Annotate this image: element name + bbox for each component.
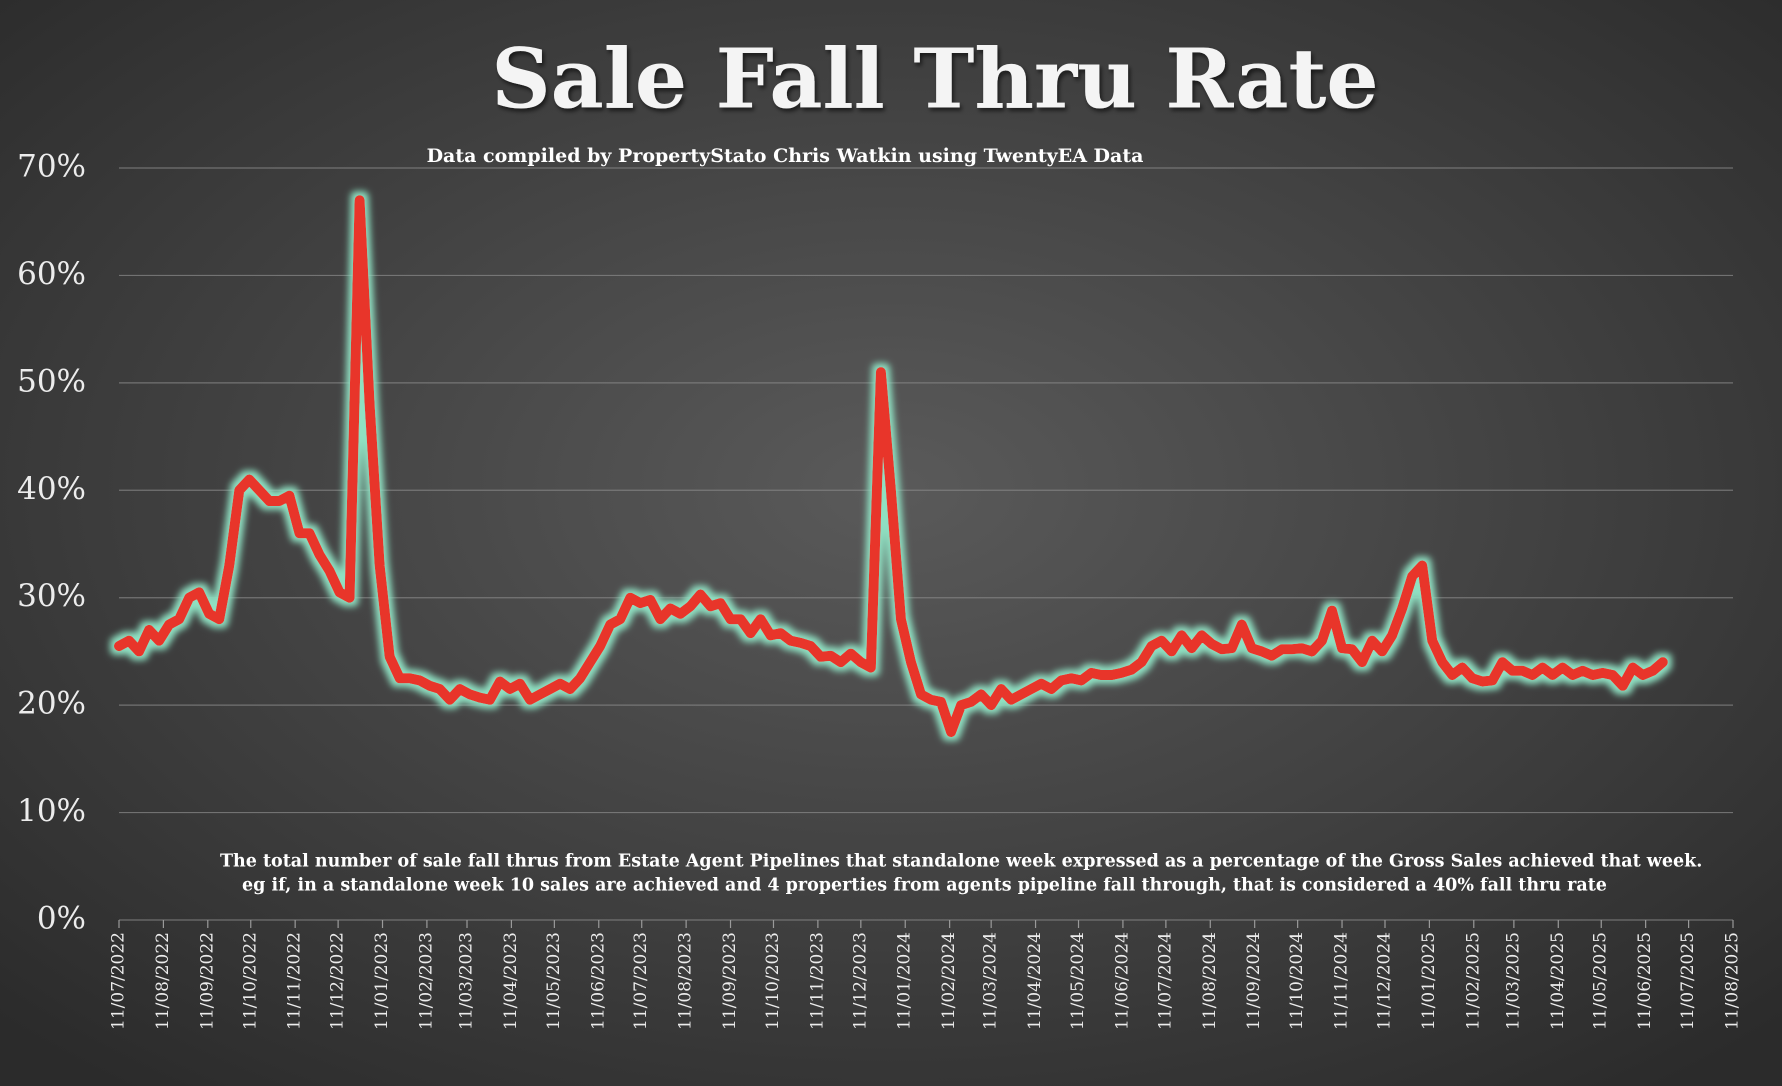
- x-tick-label: 11/01/2024: [895, 932, 915, 1030]
- x-tick-label: 11/02/2025: [1463, 932, 1483, 1030]
- x-tick-label: 11/12/2022: [328, 932, 348, 1030]
- x-tick-label: 11/08/2023: [676, 932, 696, 1030]
- x-tick-label: 11/12/2024: [1374, 932, 1394, 1030]
- x-tick-label: 11/06/2025: [1635, 932, 1655, 1030]
- chart-subtitle: Data compiled by PropertyStato Chris Wat…: [427, 145, 1144, 167]
- x-tick-label: 11/05/2023: [544, 932, 564, 1030]
- y-tick-label: 20%: [17, 686, 86, 722]
- x-tick-label: 11/10/2023: [763, 932, 783, 1030]
- x-tick-label: 11/09/2023: [720, 932, 740, 1030]
- x-tick-label: 11/12/2023: [850, 932, 870, 1030]
- x-tick-label: 11/03/2023: [457, 932, 477, 1030]
- x-tick-label: 11/08/2025: [1723, 932, 1743, 1030]
- x-tick-label: 11/02/2024: [939, 932, 959, 1030]
- y-tick-label: 60%: [17, 256, 86, 292]
- x-tick-label: 11/08/2022: [153, 932, 173, 1030]
- x-tick-label: 11/11/2024: [1332, 932, 1352, 1030]
- x-tick-label: 11/04/2025: [1548, 932, 1568, 1030]
- x-tick-label: 11/08/2024: [1200, 932, 1220, 1030]
- x-tick-label: 11/10/2024: [1287, 932, 1307, 1030]
- x-tick-label: 11/07/2025: [1678, 932, 1698, 1030]
- x-tick-label: 11/02/2023: [416, 932, 436, 1030]
- x-tick-label: 11/06/2023: [588, 932, 608, 1030]
- y-tick-label: 40%: [17, 471, 86, 507]
- x-tick-label: 11/09/2022: [197, 932, 217, 1030]
- y-tick-label: 10%: [17, 793, 86, 829]
- x-tick-label: 11/04/2024: [1025, 932, 1045, 1030]
- x-tick-label: 11/01/2025: [1419, 932, 1439, 1030]
- x-tick-label: 11/04/2023: [501, 932, 521, 1030]
- x-tick-label: 11/07/2024: [1155, 932, 1175, 1030]
- annotation: The total number of sale fall thrus from…: [220, 852, 1702, 872]
- x-tick-label: 11/10/2022: [240, 932, 260, 1030]
- annotation: eg if, in a standalone week 10 sales are…: [242, 876, 1607, 896]
- y-tick-label: 30%: [17, 578, 86, 614]
- x-tick-label: 11/05/2024: [1068, 932, 1088, 1030]
- y-tick-label: 0%: [37, 901, 86, 937]
- y-tick-label: 50%: [17, 363, 86, 399]
- x-tick-label: 11/11/2023: [807, 932, 827, 1030]
- x-tick-label: 11/07/2022: [109, 932, 129, 1030]
- x-tick-label: 11/05/2025: [1591, 932, 1611, 1030]
- x-tick-label: 11/06/2024: [1112, 932, 1132, 1030]
- x-tick-label: 11/01/2023: [372, 932, 392, 1030]
- chart-title: Sale Fall Thru Rate: [491, 31, 1378, 127]
- x-tick-label: 11/11/2022: [285, 932, 305, 1030]
- y-tick-label: 70%: [17, 149, 86, 185]
- data-line: [114, 195, 1668, 737]
- x-tick-label: 11/03/2024: [981, 932, 1001, 1030]
- x-tick-label: 11/09/2024: [1244, 932, 1264, 1030]
- x-tick-label: 11/07/2023: [631, 932, 651, 1030]
- x-tick-label: 11/03/2025: [1503, 932, 1523, 1030]
